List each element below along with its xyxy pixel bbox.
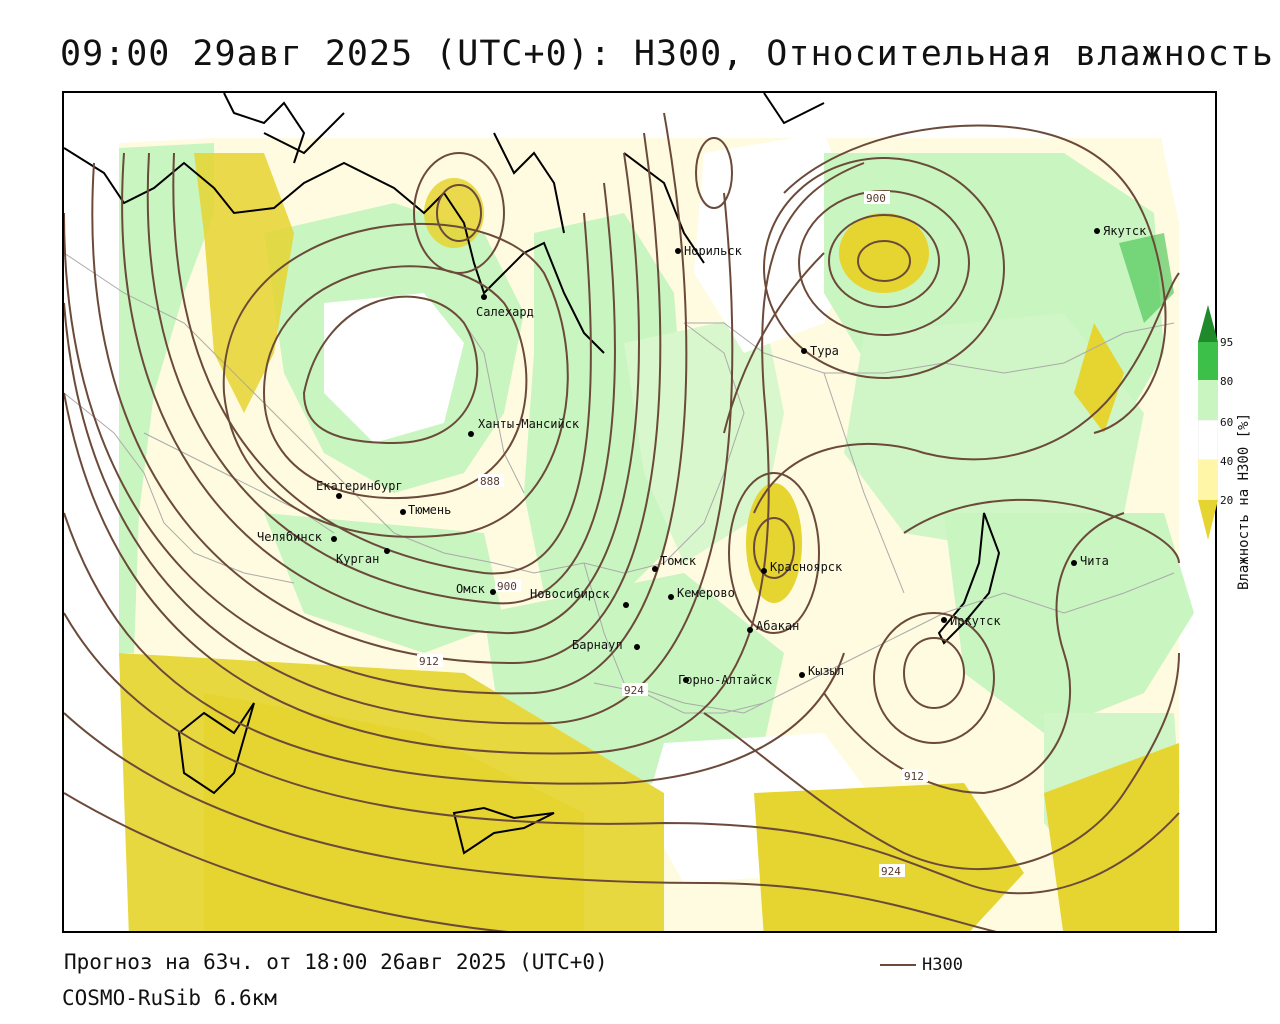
legend-tick: 60 xyxy=(1220,416,1234,429)
city-label: Томск xyxy=(660,554,697,568)
map-title: 09:00 29авг 2025 (UTC+0): H300, Относите… xyxy=(60,34,1274,74)
humidity-map: 900 888 900 912 924 912 924 Норильск Яку… xyxy=(62,91,1217,933)
contour-label: 924 xyxy=(881,865,901,878)
cities: Норильск Якутск Салехард Тура Ханты-Манс… xyxy=(257,224,1147,687)
legend-colorbar xyxy=(1198,305,1218,540)
city-label: Барнаул xyxy=(572,638,623,652)
city-label: Иркутск xyxy=(950,614,1001,628)
city-label: Красноярск xyxy=(770,560,843,574)
city-label: Абакан xyxy=(756,619,799,633)
h300-contours xyxy=(64,112,1180,931)
contour-label: 900 xyxy=(866,192,886,205)
city-label: Салехард xyxy=(476,305,534,319)
city-label: Курган xyxy=(336,552,379,566)
domain-mask xyxy=(64,93,1215,931)
humidity-legend: 95 80 60 40 20 xyxy=(1198,300,1258,600)
contour-labels: 900 888 900 912 924 912 924 xyxy=(417,191,928,878)
city-label: Кызыл xyxy=(808,664,844,678)
city-label: Челябинск xyxy=(257,530,323,544)
city-label: Ханты-Мансийск xyxy=(478,417,580,431)
contour-label: 912 xyxy=(904,770,924,783)
coastlines xyxy=(64,93,1001,855)
contour-label: 900 xyxy=(497,580,517,593)
legend-tick: 40 xyxy=(1220,455,1234,468)
city-label: Тура xyxy=(810,344,839,358)
series-legend-label: H300 xyxy=(922,955,963,975)
series-legend: H300 xyxy=(880,955,963,975)
city-label: Чита xyxy=(1080,554,1109,568)
map-canvas: 900 888 900 912 924 912 924 Норильск Яку… xyxy=(64,93,1215,931)
legend-tick: 20 xyxy=(1220,494,1234,507)
forecast-info: Прогноз на 63ч. от 18:00 26авг 2025 (UTC… xyxy=(64,950,608,974)
city-label: Кемерово xyxy=(677,586,735,600)
legend-tick: 95 xyxy=(1220,336,1234,349)
city-label: Екатеринбург xyxy=(316,479,403,493)
contour-label: 888 xyxy=(480,475,500,488)
city-label: Якутск xyxy=(1103,224,1147,238)
city-label: Новосибирск xyxy=(530,587,610,601)
model-name: COSMO-RuSib 6.6км xyxy=(62,986,277,1010)
city-label: Тюмень xyxy=(408,503,451,517)
series-line-swatch xyxy=(880,964,916,966)
legend-title: Влажность на H300 [%] xyxy=(1236,412,1252,590)
contour-label: 924 xyxy=(624,684,644,697)
legend-tick: 80 xyxy=(1220,375,1234,388)
city-label: Горно-Алтайск xyxy=(678,673,773,687)
city-label: Омск xyxy=(456,582,486,596)
contour-label: 912 xyxy=(419,655,439,668)
city-label: Норильск xyxy=(684,244,743,258)
